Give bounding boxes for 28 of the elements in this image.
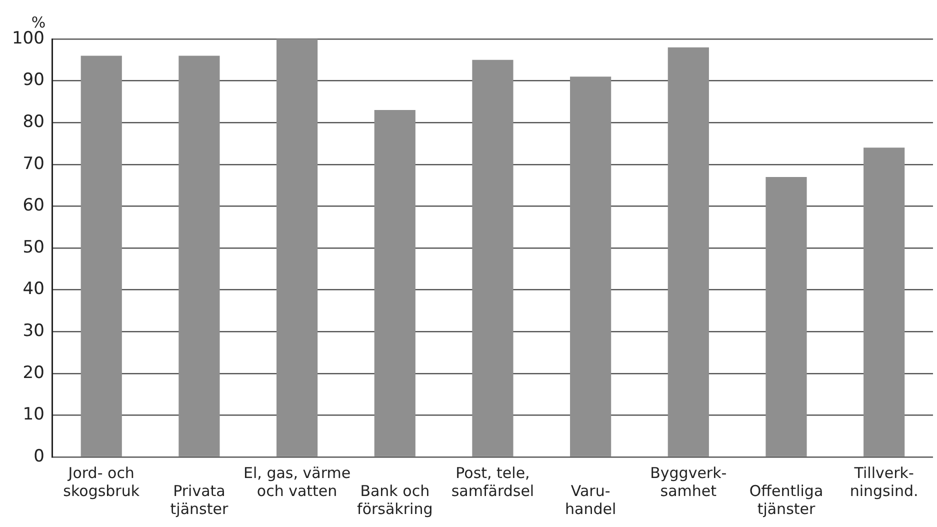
y-tick-label: 70 <box>22 154 44 174</box>
y-tick-label: 60 <box>22 196 44 216</box>
x-tick-label: Varu- handel <box>565 482 616 518</box>
y-tick-label: 20 <box>22 362 44 383</box>
y-tick-label: 90 <box>22 70 44 90</box>
y-tick-label: 50 <box>22 237 44 258</box>
bar <box>864 148 905 456</box>
x-tick-label: El, gas, värme och vatten <box>244 464 351 500</box>
x-tick-label: Tillverk- ningsind. <box>850 464 918 500</box>
y-tick-label: 40 <box>22 279 44 300</box>
bar <box>178 56 220 456</box>
y-tick-label: 10 <box>22 404 44 425</box>
bar <box>472 60 514 456</box>
bar <box>570 76 612 456</box>
x-tick-label: Offentliga tjänster <box>749 482 824 518</box>
x-tick-label: Post, tele, samfärdsel <box>451 464 534 500</box>
y-tick-label: 80 <box>22 112 44 132</box>
x-tick-label: Jord- och skogsbruk <box>63 464 140 500</box>
y-tick-label: 30 <box>22 321 44 342</box>
bar <box>374 110 416 456</box>
bar <box>80 56 122 456</box>
bar <box>276 39 318 456</box>
bar <box>766 176 807 456</box>
x-tick-label: Byggverk- samhet <box>650 464 727 500</box>
x-tick-label: Bank och försäkring <box>357 482 433 518</box>
y-tick-label: 0 <box>34 446 44 466</box>
x-tick-label: Privata tjänster <box>170 482 229 518</box>
bar <box>668 47 709 456</box>
